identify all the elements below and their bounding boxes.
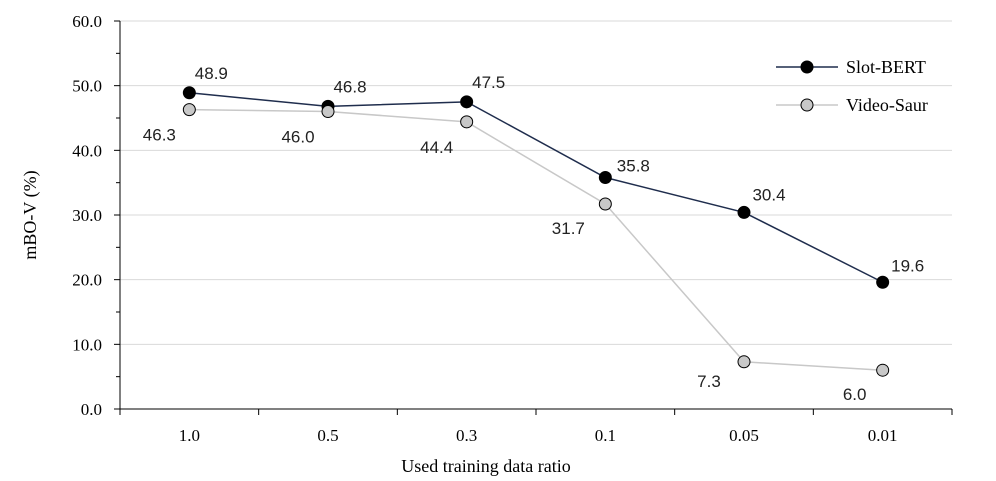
gridlines (120, 20, 952, 345)
legend-item: Video-Saur (776, 95, 928, 115)
legend-label: Slot-BERT (846, 57, 926, 77)
axes (114, 20, 953, 415)
y-tick-label: 40.0 (72, 141, 102, 160)
data-label: 47.5 (472, 73, 505, 92)
legend-marker (800, 98, 814, 112)
data-point (598, 197, 612, 211)
y-axis-title: mBO-V (%) (20, 170, 41, 259)
x-tick-label: 0.3 (456, 426, 477, 445)
x-tick-label: 0.05 (729, 426, 759, 445)
data-point (182, 86, 196, 100)
x-tick-label: 0.5 (317, 426, 338, 445)
data-point (460, 95, 474, 109)
data-label: 7.3 (697, 372, 721, 391)
data-point (876, 363, 890, 377)
y-tick-label: 30.0 (72, 206, 102, 225)
data-label: 44.4 (420, 138, 453, 157)
data-label: 35.8 (617, 156, 650, 175)
data-point (321, 105, 335, 119)
data-label: 6.0 (843, 385, 867, 404)
data-label: 46.3 (143, 126, 176, 145)
data-series: 48.9 46.8 47.5 35.8 30.4 19.6 46.3 46.0 44.4 31.7… (143, 64, 924, 404)
data-point (182, 103, 196, 117)
legend-item: Slot-BERT (776, 57, 926, 77)
data-label: 46.8 (333, 77, 366, 96)
x-axis-title: Used training data ratio (401, 456, 570, 476)
series-line (189, 92, 884, 283)
y-tick-label: 20.0 (72, 271, 102, 290)
x-tick-label: 1.0 (179, 426, 200, 445)
y-tick-label: 60.0 (72, 12, 102, 31)
legend-label: Video-Saur (846, 95, 928, 115)
data-label: 48.9 (195, 64, 228, 83)
series-video-saur: 46.3 46.0 44.4 31.7 7.3 6.0 (143, 103, 890, 404)
legend-marker (800, 60, 814, 74)
x-tick-label: 0.01 (868, 426, 898, 445)
x-tick-labels: 1.0 0.5 0.3 0.1 0.05 0.01 (179, 426, 898, 445)
data-point (598, 170, 612, 184)
data-label: 31.7 (552, 219, 585, 238)
data-point (876, 275, 890, 289)
data-label: 19.6 (891, 256, 924, 275)
data-label: 30.4 (752, 185, 785, 204)
series-line (189, 108, 883, 371)
y-tick-label: 0.0 (81, 400, 102, 419)
series-slot-bert: 48.9 46.8 47.5 35.8 30.4 19.6 (182, 64, 924, 289)
y-tick-label: 50.0 (72, 77, 102, 96)
legend: Slot-BERT Video-Saur (776, 57, 928, 115)
data-point (737, 205, 751, 219)
data-point (460, 115, 474, 129)
data-label: 46.0 (281, 128, 314, 147)
y-tick-label: 10.0 (72, 335, 102, 354)
y-tick-labels: 0.0 10.0 20.0 30.0 40.0 50.0 60.0 (72, 12, 102, 419)
x-tick-label: 0.1 (595, 426, 616, 445)
data-point (737, 355, 751, 369)
